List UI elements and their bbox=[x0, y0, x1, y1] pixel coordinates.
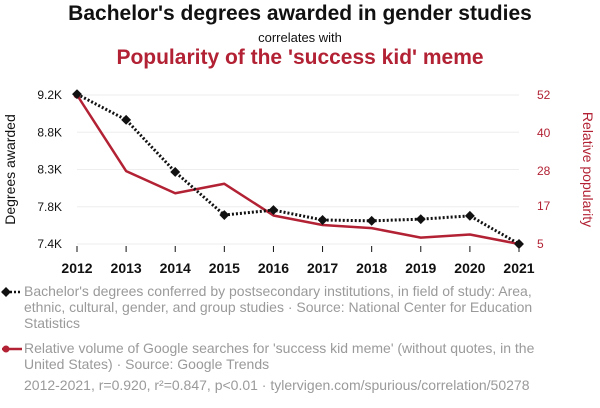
x-tick-label: 2018 bbox=[356, 260, 387, 276]
series-degrees-point bbox=[415, 214, 426, 225]
data-series bbox=[72, 89, 524, 249]
series-degrees-point bbox=[72, 89, 82, 100]
series-degrees-point bbox=[464, 210, 475, 221]
legend-label-degrees: Bachelor's degrees conferred by postseco… bbox=[24, 283, 533, 331]
x-tick-label: 2019 bbox=[405, 260, 436, 276]
axes: 7.4K 7.8K 8.3K 8.8K 9.2K 5 17 28 40 52 2012 2013 201… bbox=[2, 88, 596, 276]
line-circle-icon bbox=[2, 345, 22, 353]
y-right-tick-label: 40 bbox=[537, 126, 551, 140]
y-left-tick-label: 8.8K bbox=[37, 125, 62, 139]
x-tick-label: 2013 bbox=[111, 260, 142, 276]
x-tick-label: 2012 bbox=[61, 260, 92, 276]
series-degrees-point bbox=[366, 215, 377, 226]
series-success-kid-line bbox=[75, 94, 520, 246]
footer-stats: 2012-2021, r=0.920, r²=0.847, p<0.01 · t… bbox=[24, 377, 530, 393]
y-right-tick-label: 28 bbox=[537, 164, 551, 178]
x-tick-label: 2021 bbox=[503, 260, 534, 276]
y-left-tick-label: 9.2K bbox=[37, 88, 62, 102]
series-degrees-point bbox=[317, 215, 328, 225]
x-tick-label: 2016 bbox=[258, 260, 289, 276]
series-degrees-point bbox=[514, 239, 524, 249]
y-right-tick-label: 5 bbox=[537, 237, 544, 251]
x-tick-label: 2020 bbox=[454, 260, 485, 276]
x-tick-label: 2015 bbox=[209, 260, 240, 276]
series-degrees-point bbox=[219, 210, 230, 220]
series-degrees-point bbox=[121, 114, 132, 125]
chart-title: Bachelor's degrees awarded in gender stu… bbox=[68, 2, 532, 25]
series-degrees-point bbox=[170, 167, 181, 177]
y-left-tick-label: 8.3K bbox=[37, 163, 62, 177]
dotted-diamond-icon bbox=[1, 287, 22, 297]
y-left-tick-label: 7.8K bbox=[37, 200, 62, 214]
y-left-tick-label: 7.4K bbox=[37, 237, 62, 251]
series-degrees-point bbox=[268, 205, 279, 216]
y-left-axis-title: Degrees awarded bbox=[2, 114, 18, 225]
grid-lines bbox=[77, 94, 519, 245]
correlates-with-label: correlates with bbox=[258, 30, 342, 45]
y-right-axis-title: Relative popularity bbox=[580, 112, 596, 227]
x-tick-label: 2014 bbox=[160, 260, 191, 276]
y-right-tick-label: 17 bbox=[537, 199, 551, 213]
legend-label-success-kid: Relative volume of Google searches for '… bbox=[24, 340, 535, 372]
x-tick-label: 2017 bbox=[307, 260, 338, 276]
y-right-tick-label: 52 bbox=[537, 88, 551, 102]
chart-subtitle: Popularity of the 'success kid' meme bbox=[116, 46, 484, 69]
